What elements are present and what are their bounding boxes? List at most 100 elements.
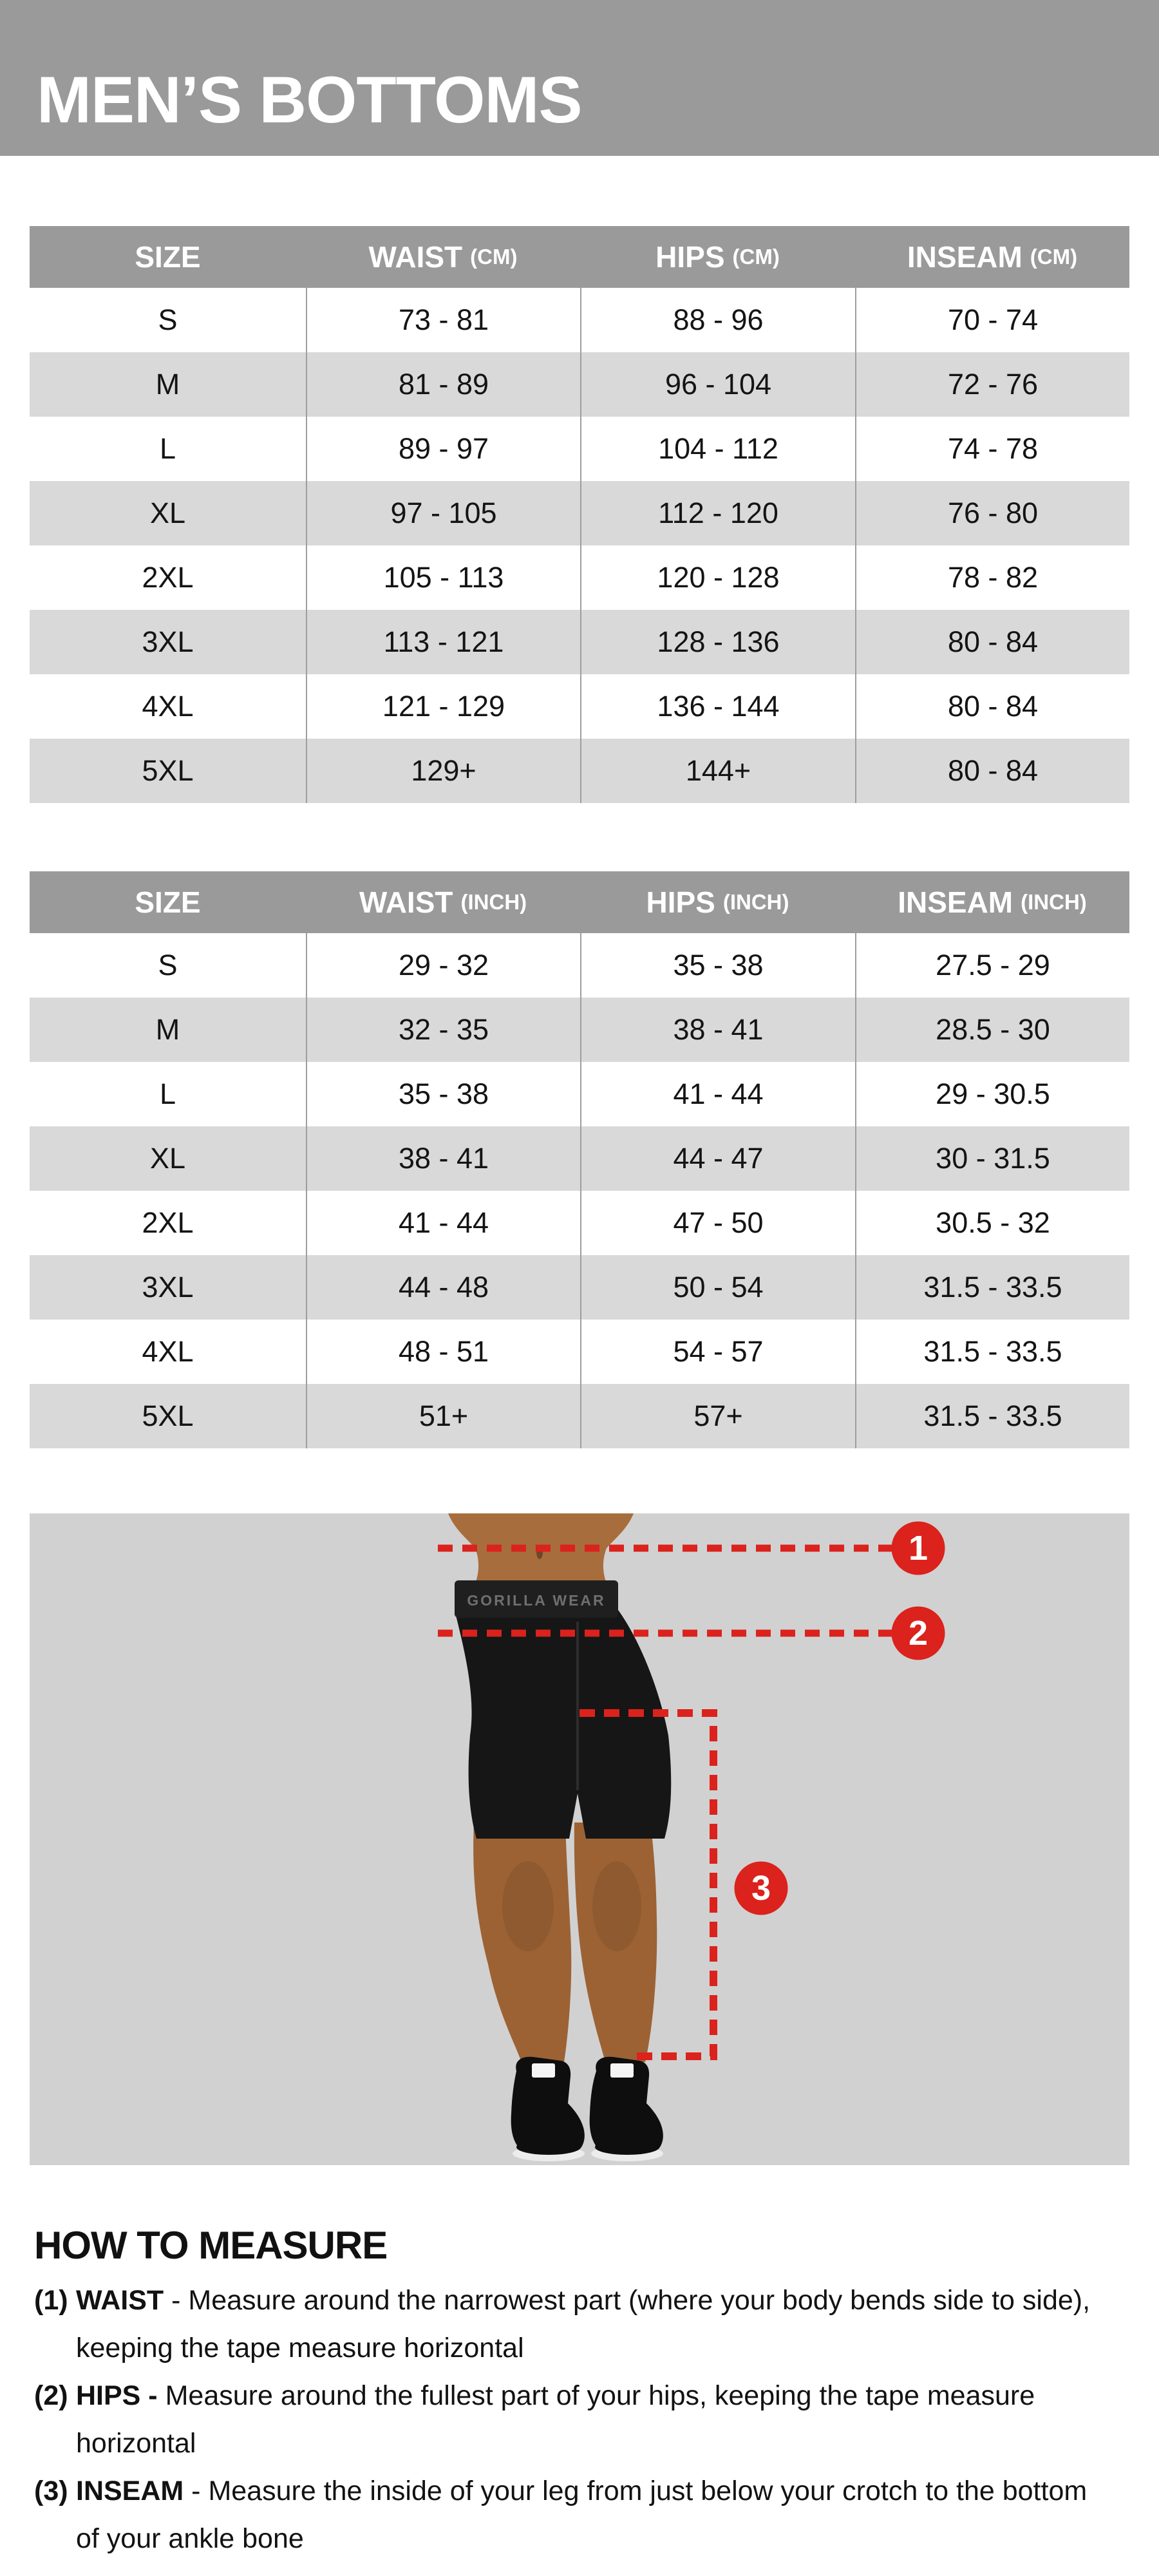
hips-cell: 50 - 54 xyxy=(580,1255,855,1320)
waist-cell: 121 - 129 xyxy=(306,674,580,739)
item-text: WAIST - Measure around the narrowest par… xyxy=(76,2277,1090,2372)
column-header-size: SIZE xyxy=(30,871,306,933)
inseam-cell: 78 - 82 xyxy=(855,545,1129,610)
item-separator: - xyxy=(164,2285,189,2316)
column-header-unit: (CM) xyxy=(470,245,518,269)
hips-cell: 47 - 50 xyxy=(580,1191,855,1255)
waist-cell: 81 - 89 xyxy=(306,352,580,417)
inseam-cell: 29 - 30.5 xyxy=(855,1062,1129,1126)
badge-2-circle xyxy=(891,1606,945,1660)
table-row: 4XL 121 - 129 136 - 144 80 - 84 xyxy=(30,674,1129,739)
table-row: 2XL 41 - 44 47 - 50 30.5 - 32 xyxy=(30,1191,1129,1255)
table-row: XL 38 - 41 44 - 47 30 - 31.5 xyxy=(30,1126,1129,1191)
how-to-measure-section: HOW TO MEASURE (1) WAIST - Measure around… xyxy=(34,2225,1132,2562)
waist-cell: 73 - 81 xyxy=(306,288,580,352)
inseam-cell: 31.5 - 33.5 xyxy=(855,1320,1129,1384)
column-header-inseam: INSEAM (CM) xyxy=(855,226,1129,288)
table-row: L 35 - 38 41 - 44 29 - 30.5 xyxy=(30,1062,1129,1126)
badge-3-label: 3 xyxy=(751,1869,771,1908)
column-header-hips: HIPS (INCH) xyxy=(580,871,855,933)
size-cell: 2XL xyxy=(142,1206,194,1239)
column-header-size: SIZE xyxy=(30,226,306,288)
item-number: (3) xyxy=(34,2476,68,2506)
model-legs xyxy=(473,1823,657,2062)
waist-cell: 38 - 41 xyxy=(306,1126,580,1191)
size-table-inch: SIZE WAIST (INCH) HIPS (INCH) INSEAM (INCH) S 29… xyxy=(30,871,1129,1448)
item-text: INSEAM - Measure the inside of your leg … xyxy=(76,2467,1087,2562)
column-header-label: INSEAM xyxy=(907,240,1022,274)
hips-cell: 96 - 104 xyxy=(580,352,855,417)
right-shoe xyxy=(589,2056,663,2161)
size-cell: L xyxy=(159,432,176,465)
size-cell: 3XL xyxy=(142,625,194,658)
size-table-cm: SIZE WAIST (CM) HIPS (CM) INSEAM (CM) S 73 - 81 8… xyxy=(30,226,1129,803)
table-row: 3XL 44 - 48 50 - 54 31.5 - 33.5 xyxy=(30,1255,1129,1320)
waist-cell: 51+ xyxy=(306,1384,580,1448)
table-row: M 81 - 89 96 - 104 72 - 76 xyxy=(30,352,1129,417)
table-row: M 32 - 35 38 - 41 28.5 - 30 xyxy=(30,998,1129,1062)
waist-cell: 29 - 32 xyxy=(306,933,580,998)
hips-cell: 144+ xyxy=(580,739,855,803)
item-term: INSEAM xyxy=(76,2476,184,2506)
size-cell: 2XL xyxy=(142,561,194,594)
column-header-waist: WAIST (CM) xyxy=(306,226,580,288)
compression-shorts: GORILLA WEAR xyxy=(455,1580,672,1839)
hips-cell: 136 - 144 xyxy=(580,674,855,739)
size-cell: 4XL xyxy=(142,1335,194,1368)
column-header-label: INSEAM xyxy=(898,886,1013,919)
table-row: L 89 - 97 104 - 112 74 - 78 xyxy=(30,417,1129,481)
hips-cell: 54 - 57 xyxy=(580,1320,855,1384)
size-cell: S xyxy=(158,949,178,981)
table-row: S 29 - 32 35 - 38 27.5 - 29 xyxy=(30,933,1129,998)
badge-2-label: 2 xyxy=(909,1614,928,1653)
page-title: MEN’S BOTTOMS xyxy=(37,63,582,137)
column-header-unit: (INCH) xyxy=(460,890,527,914)
column-header-label: SIZE xyxy=(135,240,201,274)
item-line-1: HIPS - Measure around the fullest part o… xyxy=(76,2372,1035,2420)
how-to-measure-heading: HOW TO MEASURE xyxy=(34,2224,388,2267)
table-row: XL 97 - 105 112 - 120 76 - 80 xyxy=(30,481,1129,545)
inseam-cell: 31.5 - 33.5 xyxy=(855,1384,1129,1448)
table-row: 5XL 51+ 57+ 31.5 - 33.5 xyxy=(30,1384,1129,1448)
waist-cell: 105 - 113 xyxy=(306,545,580,610)
size-cell: 3XL xyxy=(142,1271,194,1303)
measurement-figure-panel: GORILLA WEAR 1 xyxy=(30,1513,1129,2165)
waist-cell: 41 - 44 xyxy=(306,1191,580,1255)
column-header-hips: HIPS (CM) xyxy=(580,226,855,288)
item-description: Measure around the narrowest part (where… xyxy=(188,2285,1091,2316)
waist-cell: 48 - 51 xyxy=(306,1320,580,1384)
shoe-tongue-label xyxy=(610,2063,634,2078)
inseam-cell: 27.5 - 29 xyxy=(855,933,1129,998)
item-separator xyxy=(158,2380,165,2411)
item-line-2: of your ankle bone xyxy=(76,2523,304,2554)
table-header-row: SIZE WAIST (INCH) HIPS (INCH) INSEAM (INCH) xyxy=(30,871,1129,933)
table-row: 2XL 105 - 113 120 - 128 78 - 82 xyxy=(30,545,1129,610)
inseam-cell: 80 - 84 xyxy=(855,674,1129,739)
table-row: 5XL 129+ 144+ 80 - 84 xyxy=(30,739,1129,803)
size-cell: XL xyxy=(149,1142,186,1175)
table-row: 3XL 113 - 121 128 - 136 80 - 84 xyxy=(30,610,1129,674)
hips-cell: 88 - 96 xyxy=(580,288,855,352)
badge-3-circle xyxy=(734,1861,788,1915)
table-row: S 73 - 81 88 - 96 70 - 74 xyxy=(30,288,1129,352)
inseam-cell: 30 - 31.5 xyxy=(855,1126,1129,1191)
hips-cell: 35 - 38 xyxy=(580,933,855,998)
waist-cell: 35 - 38 xyxy=(306,1062,580,1126)
column-header-unit: (CM) xyxy=(732,245,780,269)
item-line-1: WAIST - Measure around the narrowest par… xyxy=(76,2277,1090,2324)
shoe-tongue-label xyxy=(532,2063,555,2078)
waist-cell: 89 - 97 xyxy=(306,417,580,481)
item-description: Measure the inside of your leg from just… xyxy=(208,2476,1088,2506)
item-line-2: horizontal xyxy=(76,2428,196,2459)
column-header-waist: WAIST (INCH) xyxy=(306,871,580,933)
waist-cell: 97 - 105 xyxy=(306,481,580,545)
inseam-cell: 74 - 78 xyxy=(855,417,1129,481)
column-header-unit: (CM) xyxy=(1030,245,1078,269)
hips-cell: 112 - 120 xyxy=(580,481,855,545)
how-to-measure-item: (2) HIPS - Measure around the fullest par… xyxy=(34,2372,1132,2467)
item-text: HIPS - Measure around the fullest part o… xyxy=(76,2372,1035,2467)
column-header-label: WAIST xyxy=(368,240,463,274)
measurement-annotations: 1 2 3 xyxy=(438,1521,945,2060)
item-number: (2) xyxy=(34,2380,68,2411)
